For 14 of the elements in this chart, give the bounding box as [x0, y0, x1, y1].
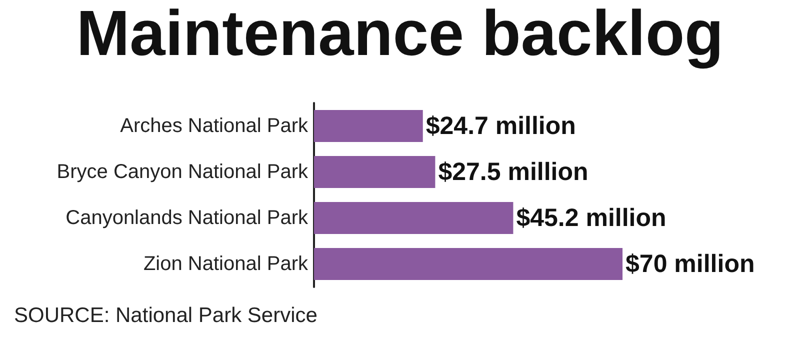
bar	[314, 156, 436, 188]
data-label: $24.7 million	[426, 112, 576, 140]
chart-title: Maintenance backlog	[76, 0, 724, 69]
data-label: $27.5 million	[438, 158, 588, 186]
data-label: $45.2 million	[516, 204, 666, 232]
y-tick-label: Zion National Park	[143, 253, 309, 275]
bar	[314, 110, 423, 142]
y-tick-label: Arches National Park	[120, 115, 309, 137]
y-tick-label: Canyonlands National Park	[66, 207, 309, 229]
y-tick-label: Bryce Canyon National Park	[56, 161, 309, 183]
bar	[314, 202, 514, 234]
source-note: SOURCE: National Park Service	[14, 304, 318, 327]
bar	[314, 248, 623, 280]
data-label: $70 million	[626, 250, 755, 278]
